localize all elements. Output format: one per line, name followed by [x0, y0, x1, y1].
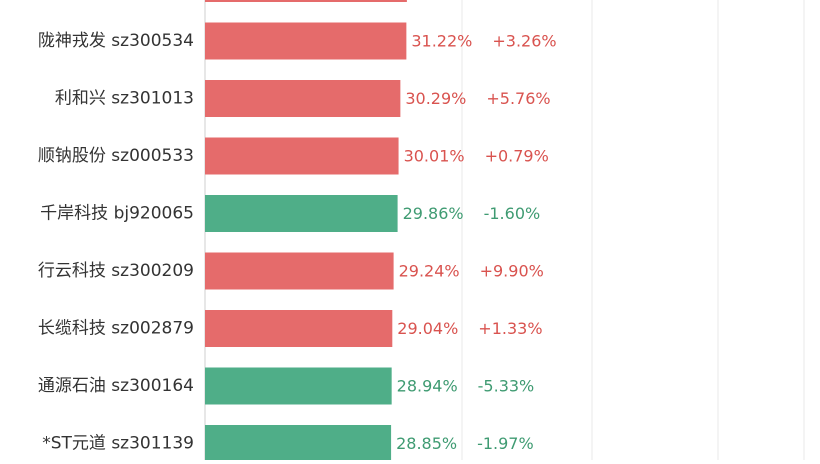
change-label-sz301139: -1.97% — [477, 434, 534, 453]
category-label-sz301013: 利和兴 sz301013 — [55, 89, 194, 109]
change-label-sz300209: +9.90% — [480, 262, 544, 281]
value-label-sz300209: 29.24% — [399, 262, 460, 281]
value-label-sz300534: 31.22% — [411, 32, 472, 51]
category-label-sz301139: *ST元道 sz301139 — [42, 434, 194, 454]
bar-sz000533 — [205, 137, 399, 175]
value-label-sz301139: 28.85% — [396, 434, 457, 453]
value-label-sz300164: 28.94% — [397, 377, 458, 396]
change-label-sz301013: +5.76% — [486, 89, 550, 108]
value-label-sz301013: 30.29% — [405, 89, 466, 108]
category-label-sz002879: 长缆科技 sz002879 — [38, 319, 194, 339]
bar-sz002879 — [205, 310, 393, 347]
category-label-sz300209: 行云科技 sz300209 — [38, 261, 194, 281]
bar-sz300209 — [205, 252, 394, 290]
category-label-bj920065: 千岸科技 bj920065 — [40, 204, 194, 224]
change-label-sz300164: -5.33% — [478, 377, 535, 396]
bar-bj920065 — [205, 195, 398, 232]
category-label-sz300534: 陇神戎发 sz300534 — [38, 31, 194, 51]
bar-sz301013 — [205, 80, 401, 117]
bar-sz300164 — [205, 367, 392, 405]
value-label-bj920065: 29.86% — [403, 204, 464, 223]
bar-sz300534 — [205, 22, 407, 60]
value-label-sz002879: 29.04% — [397, 319, 458, 338]
value-label-sz000533: 30.01% — [404, 147, 465, 166]
change-label-bj920065: -1.60% — [484, 204, 541, 223]
change-label-sz000533: +0.79% — [485, 147, 549, 166]
change-label-sz300534: +3.26% — [492, 32, 556, 51]
bar-partial-top — [205, 0, 407, 2]
bar-sz301139 — [205, 425, 392, 462]
bars-layer — [205, 0, 407, 462]
category-label-sz300164: 通源石油 sz300164 — [38, 376, 194, 396]
labels-layer: 陇神戎发 sz300534 31.22% +3.26% 利和兴 sz301013 30.… — [38, 31, 557, 454]
category-label-sz000533: 顺钠股份 sz000533 — [38, 146, 194, 166]
change-label-sz002879: +1.33% — [478, 319, 542, 338]
